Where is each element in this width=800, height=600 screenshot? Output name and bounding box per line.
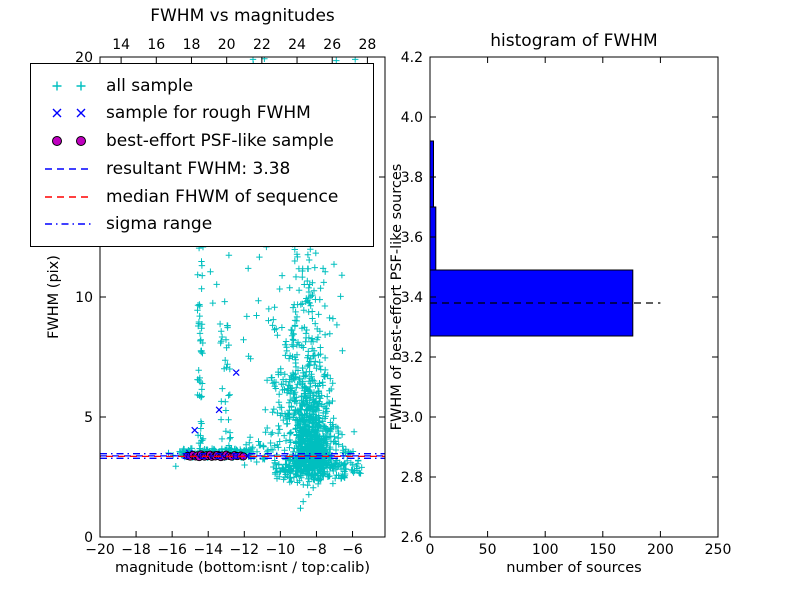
tick-label: 4.0 [401,110,423,126]
tick-label: 22 [253,37,271,53]
histogram-bar [429,206,437,271]
left-plot-ylabel: FWHM (pix) [46,255,62,339]
tick-label: 3.0 [401,410,423,426]
legend-line-sample [45,168,93,170]
tick-label: 2.8 [401,470,423,486]
legend-entry: resultant FWHM: 3.38 [41,155,363,182]
tick-label: 150 [589,542,616,558]
right-plot-ylabel: FWHM of best-effort PSF-like sources [389,163,405,431]
tick-label: 2.6 [401,530,423,546]
tick-label: 5 [84,410,93,426]
tick-label: 28 [358,37,376,53]
legend-entry: all sample [41,72,363,99]
rough-fwhm-scatter [185,369,251,460]
tick-label: 24 [288,37,306,53]
tick-label: −20 [85,542,115,558]
legend-label: sample for rough FWHM [106,103,311,124]
tick-label: 200 [647,542,674,558]
left-plot-xlabel: magnitude (bottom:isnt / top:calib) [114,560,370,576]
tick-label: 50 [479,542,497,558]
tick-label: −10 [266,542,296,558]
tick-label: −8 [306,542,327,558]
right-plot-title: histogram of FWHM [490,31,658,51]
tick-label: 14 [112,37,130,53]
tick-label: 20 [218,37,236,53]
tick-label: 0 [84,530,93,546]
tick-label: 3.6 [401,230,423,246]
tick-label: 100 [532,542,559,558]
tick-label: 26 [323,37,341,53]
legend-label: resultant FWHM: 3.38 [106,158,291,179]
tick-label: 3.2 [401,350,423,366]
tick-label: 3.4 [401,290,423,306]
histogram-bar [429,140,434,208]
tick-label: −6 [342,542,363,558]
tick-label: 18 [183,37,201,53]
tick-label: −14 [193,542,223,558]
legend-label: median FHWM of sequence [106,186,339,207]
legend-marker-sample [52,81,86,90]
tick-label: 3.8 [401,170,423,186]
ticks: −20 −18 −16 −14 −12 −10 −8 −6 14 16 18 20 22 24 26 28 0 5… [75,37,731,558]
legend-marker-sample [52,108,86,118]
right-plot-xlabel: number of sources [506,560,642,576]
legend-line-sample [45,195,93,198]
tick-label: −12 [230,542,260,558]
legend-box: all sample sample for rough FWHM best-effo… [30,63,374,247]
tick-label: 250 [705,542,732,558]
tick-label: 0 [426,542,435,558]
tick-label: 20 [75,50,93,66]
tick-label: 10 [75,290,93,306]
legend-entry: median FHWM of sequence [41,183,363,210]
tick-label: 16 [147,37,165,53]
tick-label: 4.2 [401,50,423,66]
tick-label: −16 [157,542,187,558]
legend-line-sample [45,223,93,226]
legend-label: all sample [106,75,194,96]
legend-entry: best-effort PSF-like sample [41,128,363,155]
tick-label: −18 [121,542,151,558]
left-plot-title: FWHM vs magnitudes [150,6,335,26]
legend-label: sigma range [106,214,213,235]
legend-entry: sigma range [41,211,363,238]
legend-label: best-effort PSF-like sample [106,131,334,152]
legend-marker-sample [52,136,86,147]
legend-entry: sample for rough FWHM [41,100,363,127]
